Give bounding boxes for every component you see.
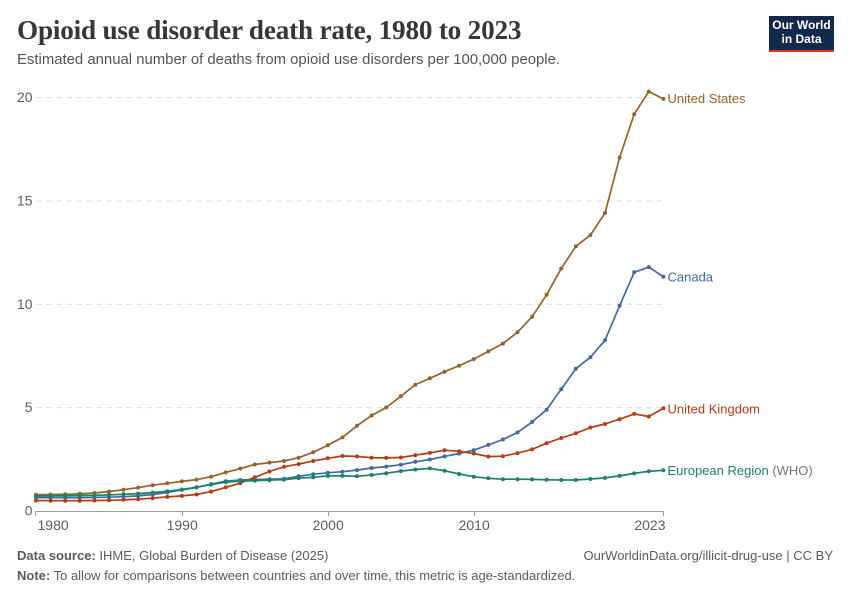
- svg-text:2010: 2010: [459, 517, 490, 533]
- svg-text:0: 0: [25, 503, 33, 519]
- svg-text:1990: 1990: [167, 517, 198, 533]
- svg-text:2000: 2000: [313, 517, 344, 533]
- svg-text:15: 15: [17, 193, 33, 209]
- svg-text:United Kingdom: United Kingdom: [668, 401, 761, 416]
- svg-text:United States: United States: [668, 91, 747, 106]
- svg-text:5: 5: [25, 399, 33, 415]
- svg-text:10: 10: [17, 296, 33, 312]
- svg-text:European Region (WHO): European Region (WHO): [668, 463, 813, 478]
- svg-text:Canada: Canada: [668, 269, 714, 284]
- svg-text:1980: 1980: [38, 517, 69, 533]
- svg-text:2023: 2023: [634, 517, 665, 533]
- svg-text:20: 20: [17, 89, 33, 105]
